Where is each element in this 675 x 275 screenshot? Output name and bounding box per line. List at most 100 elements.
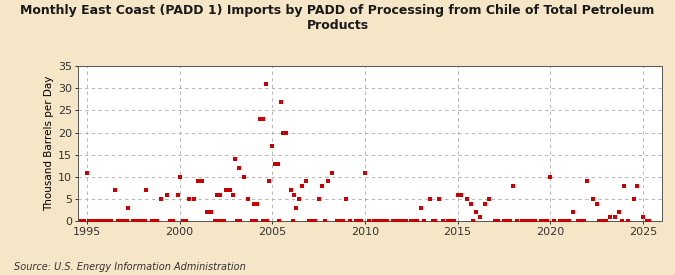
Point <box>360 170 371 175</box>
Point <box>452 192 463 197</box>
Point <box>202 210 213 215</box>
Point <box>641 219 652 224</box>
Point <box>512 219 522 224</box>
Point <box>86 219 97 224</box>
Point <box>616 219 627 224</box>
Point <box>517 219 528 224</box>
Point <box>415 206 426 210</box>
Point <box>273 161 284 166</box>
Point <box>644 219 655 224</box>
Point <box>614 210 624 215</box>
Point <box>309 219 320 224</box>
Point <box>610 215 620 219</box>
Point <box>326 170 337 175</box>
Point <box>462 197 472 201</box>
Text: Source: U.S. Energy Information Administration: Source: U.S. Energy Information Administ… <box>14 262 245 272</box>
Point <box>323 179 333 184</box>
Point <box>499 219 510 224</box>
Point <box>230 157 240 161</box>
Point <box>294 197 304 201</box>
Point <box>353 219 364 224</box>
Point <box>545 175 556 179</box>
Point <box>369 219 379 224</box>
Point <box>167 219 178 224</box>
Point <box>232 219 242 224</box>
Point <box>493 219 504 224</box>
Point <box>430 219 441 224</box>
Point <box>304 219 315 224</box>
Point <box>400 219 411 224</box>
Point <box>331 219 342 224</box>
Point <box>291 206 302 210</box>
Point <box>275 99 286 104</box>
Point <box>504 219 515 224</box>
Point <box>181 219 192 224</box>
Point <box>306 219 317 224</box>
Point <box>468 219 479 224</box>
Point <box>484 197 495 201</box>
Point <box>437 219 448 224</box>
Point <box>192 179 203 184</box>
Point <box>382 219 393 224</box>
Point <box>594 219 605 224</box>
Point <box>221 188 232 192</box>
Point <box>522 219 533 224</box>
Point <box>387 219 398 224</box>
Point <box>146 219 157 224</box>
Point <box>137 219 148 224</box>
Point <box>465 201 476 206</box>
Point <box>105 219 116 224</box>
Point <box>350 219 361 224</box>
Point <box>248 201 259 206</box>
Point <box>554 219 565 224</box>
Point <box>82 170 92 175</box>
Point <box>393 219 404 224</box>
Point <box>79 219 90 224</box>
Point <box>250 219 261 224</box>
Point <box>619 184 630 188</box>
Point <box>211 192 222 197</box>
Point <box>345 219 356 224</box>
Point <box>261 219 272 224</box>
Point <box>189 197 200 201</box>
Point <box>269 161 280 166</box>
Point <box>109 188 120 192</box>
Point <box>576 219 587 224</box>
Point <box>141 188 152 192</box>
Point <box>604 215 615 219</box>
Point <box>234 166 244 170</box>
Point <box>286 188 296 192</box>
Point <box>502 219 512 224</box>
Point <box>261 82 271 86</box>
Point <box>215 192 225 197</box>
Point <box>597 219 608 224</box>
Point <box>113 219 124 224</box>
Point <box>425 197 435 201</box>
Point <box>156 197 167 201</box>
Point <box>536 219 547 224</box>
Point <box>172 192 183 197</box>
Point <box>378 219 389 224</box>
Point <box>341 197 352 201</box>
Point <box>433 197 444 201</box>
Point <box>122 219 132 224</box>
Point <box>591 201 602 206</box>
Text: Monthly East Coast (PADD 1) Imports by PADD of Processing from Chile of Total Pe: Monthly East Coast (PADD 1) Imports by P… <box>20 4 655 32</box>
Point <box>356 219 367 224</box>
Point <box>572 219 583 224</box>
Point <box>446 219 456 224</box>
Point <box>632 184 643 188</box>
Point <box>165 219 176 224</box>
Point <box>258 219 269 224</box>
Point <box>119 219 130 224</box>
Point <box>375 219 385 224</box>
Point <box>530 219 541 224</box>
Point <box>130 219 141 224</box>
Point <box>243 197 254 201</box>
Point <box>134 219 144 224</box>
Point <box>206 210 217 215</box>
Y-axis label: Thousand Barrels per Day: Thousand Barrels per Day <box>44 76 54 211</box>
Point <box>397 219 408 224</box>
Point <box>184 197 194 201</box>
Point <box>628 197 639 201</box>
